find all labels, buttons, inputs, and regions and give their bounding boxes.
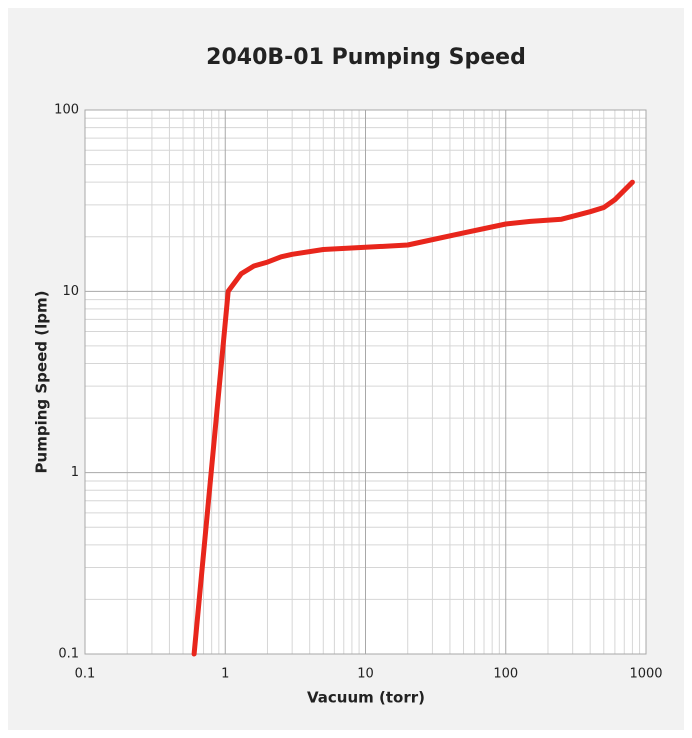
y-axis-label: Pumping Speed (lpm) xyxy=(33,291,51,474)
y-tick-label: 10 xyxy=(62,284,79,299)
x-axis-label: Vacuum (torr) xyxy=(307,689,425,707)
x-tick-label: 10 xyxy=(357,667,374,682)
y-tick-label: 1 xyxy=(71,465,79,480)
plot-frame xyxy=(84,109,647,655)
x-tick-label: 0.1 xyxy=(75,667,96,682)
chart-title: 2040B-01 Pumping Speed xyxy=(206,45,526,70)
line xyxy=(191,179,635,657)
x-tick-label: 1 xyxy=(221,667,229,682)
x-tick-label: 1000 xyxy=(629,667,662,682)
y-tick-label: 100 xyxy=(54,103,79,118)
y-tick-label: 0.1 xyxy=(58,647,79,662)
x-tick-label: 100 xyxy=(493,667,518,682)
